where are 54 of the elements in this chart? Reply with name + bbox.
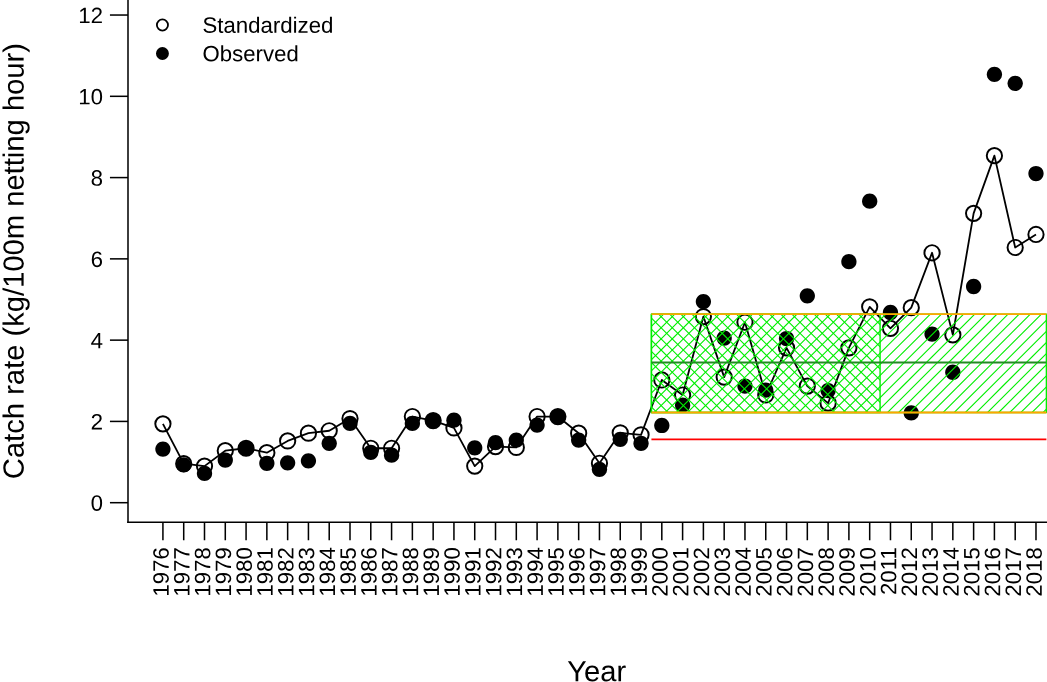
x-tick-label: 1985	[340, 548, 356, 595]
x-tick-label: 2003	[714, 548, 731, 596]
y-tick-label: 4	[91, 332, 103, 349]
x-tick-label: 1980	[236, 548, 253, 595]
x-tick-label: 1977	[173, 548, 190, 595]
x-tick-label: 1984	[319, 547, 336, 595]
x-tick-label: 1976	[153, 548, 169, 595]
x-tick-label: 2015	[963, 548, 980, 596]
x-tick-label: 2008	[818, 548, 835, 596]
x-tick-label: 1994	[527, 547, 544, 595]
legend-label: Standardized	[203, 16, 332, 33]
x-tick-label: 1986	[361, 548, 377, 595]
x-tick-label: 2013	[922, 548, 939, 596]
x-tick-label: 2004	[735, 547, 751, 596]
x-tick-label: 1998	[610, 548, 627, 595]
y-tick-label: 6	[91, 251, 103, 268]
x-tick-label: 2012	[901, 548, 918, 596]
x-tick-label: 1992	[485, 548, 502, 595]
y-tick-label: 0	[91, 495, 103, 511]
x-tick-label: 2010	[859, 548, 876, 596]
x-tick-label: 1982	[277, 548, 294, 595]
x-tick-label: 2018	[1026, 548, 1042, 596]
x-tick-label: 1989	[423, 548, 440, 595]
x-tick-label: 1987	[381, 548, 398, 595]
x-tick-label: 1991	[464, 548, 481, 595]
x-tick-label: 1993	[506, 548, 523, 595]
x-tick-label: 1997	[589, 548, 606, 595]
x-tick-label: 2000	[652, 548, 668, 596]
x-tick-label: 2016	[984, 548, 1001, 596]
x-tick-label: 2006	[776, 548, 793, 596]
x-tick-label: 1996	[568, 548, 585, 595]
x-tick-label: 2002	[693, 548, 710, 596]
x-tick-label: 1981	[257, 548, 273, 595]
x-tick-label: 1983	[298, 548, 315, 595]
x-tick-label: 2009	[839, 548, 855, 596]
y-tick-label: 12	[79, 7, 102, 24]
x-tick-label: 2001	[672, 548, 689, 596]
x-axis-title: Year	[567, 661, 626, 682]
x-tick-label: 1979	[215, 548, 232, 595]
x-tick-label: 2011	[880, 548, 897, 594]
x-tick-label: 1999	[631, 548, 647, 595]
y-axis-title: Catch rate (kg/100m netting hour)	[2, 44, 30, 478]
x-tick-label: 2005	[755, 548, 772, 596]
y-tick-label: 2	[91, 413, 102, 430]
y-tick-label: 8	[91, 170, 103, 186]
x-tick-label: 2007	[797, 548, 814, 596]
x-tick-label: 1988	[402, 548, 419, 595]
x-tick-label: 2014	[943, 547, 959, 596]
x-tick-label: 1995	[548, 548, 564, 595]
x-tick-label: 1990	[444, 548, 460, 595]
x-tick-label: 1978	[194, 548, 211, 595]
y-tick-label: 10	[79, 88, 103, 105]
legend-label: Observed	[203, 45, 298, 62]
x-tick-label: 2017	[1005, 548, 1022, 596]
